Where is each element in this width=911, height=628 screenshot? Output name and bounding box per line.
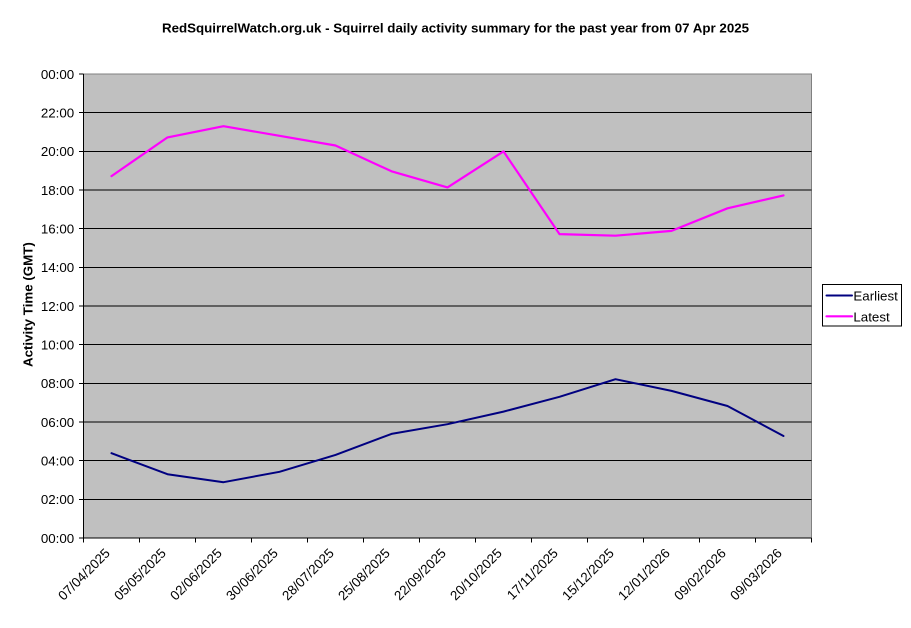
svg-text:02:00: 02:00: [41, 492, 74, 507]
svg-text:16:00: 16:00: [41, 221, 74, 236]
svg-text:20:00: 20:00: [41, 144, 74, 159]
svg-text:RedSquirrelWatch.org.uk - Squi: RedSquirrelWatch.org.uk - Squirrel daily…: [162, 21, 750, 36]
svg-text:Activity Time (GMT): Activity Time (GMT): [21, 242, 36, 367]
svg-text:22:00: 22:00: [41, 105, 74, 120]
svg-text:10:00: 10:00: [41, 337, 74, 352]
svg-text:00:00: 00:00: [41, 531, 74, 546]
svg-text:00:00: 00:00: [41, 67, 74, 82]
svg-text:12:00: 12:00: [41, 299, 74, 314]
svg-text:14:00: 14:00: [41, 260, 74, 275]
svg-text:08:00: 08:00: [41, 376, 74, 391]
svg-text:18:00: 18:00: [41, 183, 74, 198]
svg-text:Latest: Latest: [853, 309, 890, 324]
svg-text:04:00: 04:00: [41, 453, 74, 468]
svg-text:06:00: 06:00: [41, 415, 74, 430]
svg-text:Earliest: Earliest: [853, 288, 898, 303]
